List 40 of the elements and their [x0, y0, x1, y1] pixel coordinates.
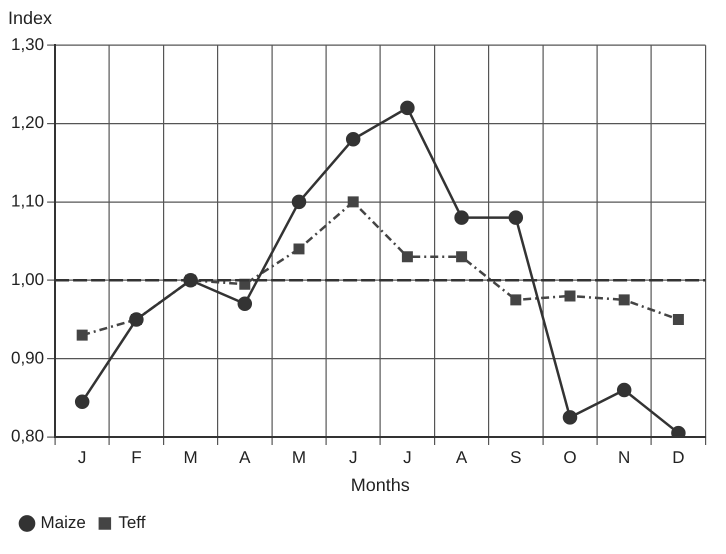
y-tick-label: 1,00 [10, 270, 44, 289]
y-tick-label: 1,10 [10, 192, 44, 211]
y-tick-label: 1,30 [10, 34, 44, 54]
legend-label: Teff [118, 513, 146, 532]
point [564, 290, 576, 302]
point [400, 100, 415, 116]
x-tick-label: F [131, 448, 142, 467]
x-tick-label: O [563, 448, 577, 467]
point [456, 251, 468, 262]
x-tick-label: J [403, 448, 412, 467]
point [672, 314, 684, 325]
y-tick-label: 0,90 [10, 348, 44, 368]
point [562, 410, 578, 425]
point [618, 294, 630, 306]
point [294, 243, 304, 254]
point [402, 251, 413, 262]
x-tick-label: M [292, 448, 306, 467]
y-tick-label: 0,80 [10, 426, 44, 446]
point [508, 210, 524, 225]
point [616, 382, 632, 398]
x-tick-label: S [510, 448, 522, 467]
y-tick-label: 1,20 [10, 113, 44, 132]
point [510, 294, 522, 306]
legend-label: Maize [40, 513, 86, 532]
x-tick-label: J [348, 448, 358, 467]
point [346, 132, 360, 146]
x-tick-label: A [239, 448, 252, 467]
point [238, 296, 252, 312]
point [454, 210, 469, 225]
point [76, 330, 88, 341]
x-tick-label: A [456, 448, 468, 467]
x-tick-label: N [618, 448, 630, 467]
x-tick-label: D [672, 448, 685, 467]
x-tick-label: M [184, 448, 198, 467]
point [348, 196, 359, 208]
point [292, 194, 306, 210]
y-axis-title: Index [8, 8, 54, 30]
x-axis-title: Months [350, 475, 410, 496]
x-tick-label: J [78, 448, 86, 467]
point [74, 394, 90, 409]
